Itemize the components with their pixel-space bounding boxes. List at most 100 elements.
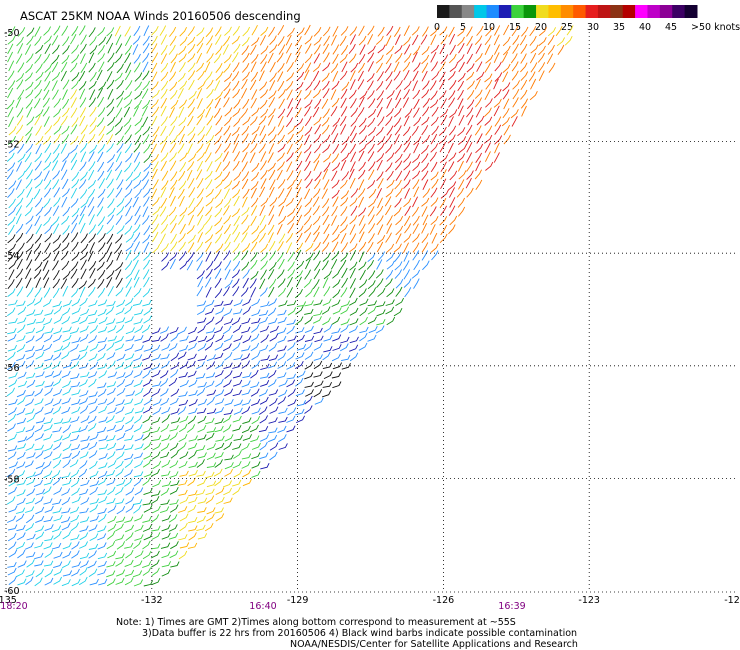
wind-barb — [97, 382, 107, 389]
wind-barb — [358, 25, 365, 37]
wind-barb — [98, 462, 108, 470]
wind-barb — [170, 179, 178, 190]
wind-barb — [332, 269, 341, 279]
wind-barb — [114, 161, 123, 172]
wind-barb — [25, 408, 35, 415]
wind-barb — [197, 276, 204, 288]
wind-barb — [386, 97, 393, 109]
wind-barb — [24, 506, 35, 513]
wind-barb — [44, 354, 54, 362]
wind-barb — [206, 43, 213, 54]
wind-barb — [7, 334, 17, 342]
wind-barb — [422, 260, 430, 271]
wind-barb — [332, 196, 339, 207]
wind-barb — [295, 186, 302, 198]
wind-barb — [133, 25, 141, 37]
wind-barb — [449, 44, 456, 56]
wind-barb — [251, 89, 258, 100]
wind-barb — [322, 168, 329, 180]
wind-barb — [88, 97, 97, 108]
wind-barb — [332, 224, 340, 235]
wind-barb — [88, 214, 95, 225]
wind-barb — [205, 251, 212, 262]
wind-barb — [124, 559, 134, 568]
wind-barb — [52, 453, 62, 461]
wind-barb — [214, 352, 224, 360]
wind-barb — [233, 171, 242, 181]
wind-barb — [286, 373, 297, 380]
wind-barb — [259, 214, 266, 226]
wind-barb — [34, 197, 43, 208]
wind-barb — [98, 435, 108, 442]
wind-barb — [62, 188, 70, 198]
wind-barb — [241, 45, 249, 56]
wind-barb — [106, 570, 116, 578]
wind-barb — [458, 105, 464, 117]
wind-barb — [97, 308, 107, 317]
wind-barb — [215, 361, 225, 369]
wind-barb — [43, 277, 50, 289]
wind-barb — [70, 514, 80, 523]
wind-barb — [79, 525, 89, 533]
wind-barb — [151, 62, 158, 74]
wind-barb — [79, 516, 90, 523]
scale-swatch — [461, 5, 475, 18]
wind-barb — [53, 305, 63, 315]
wind-barb — [134, 117, 143, 127]
wind-barb — [7, 135, 17, 145]
wind-barb — [215, 316, 224, 325]
wind-barb — [160, 105, 167, 117]
wind-barb — [17, 89, 25, 100]
wind-barb — [251, 53, 259, 64]
wind-barb — [132, 196, 139, 208]
wind-barb — [376, 309, 386, 317]
wind-barb — [79, 297, 88, 307]
wind-barb — [106, 225, 115, 235]
wind-barb — [17, 306, 27, 315]
wind-barb — [80, 53, 86, 64]
wind-barb — [214, 451, 224, 459]
wind-barb — [395, 278, 404, 289]
wind-barb — [249, 424, 259, 433]
wind-barb — [350, 98, 357, 109]
wind-barb — [251, 442, 261, 450]
wind-barb — [420, 144, 429, 155]
wind-barb — [213, 326, 224, 334]
wind-barb — [34, 287, 42, 298]
wind-barb — [215, 71, 224, 81]
wind-barb — [70, 416, 80, 423]
wind-barb — [439, 233, 448, 244]
wind-barb — [196, 197, 204, 208]
wind-barb — [196, 42, 204, 54]
wind-barb — [260, 301, 270, 308]
wind-barb — [133, 106, 140, 117]
wind-barb — [106, 214, 115, 225]
wind-barb — [196, 36, 205, 47]
wind-barb — [7, 307, 16, 317]
wind-barb — [188, 335, 198, 343]
scale-swatch — [647, 5, 661, 18]
wind-barb — [232, 251, 241, 261]
wind-barb — [295, 44, 303, 56]
wind-barb — [70, 97, 77, 108]
wind-barb — [241, 151, 248, 163]
wind-barb — [430, 171, 439, 181]
wind-barb — [530, 62, 538, 73]
wind-barb — [215, 435, 225, 442]
wind-barb — [53, 530, 62, 540]
wind-barb — [368, 98, 376, 109]
wind-barb — [413, 186, 420, 198]
wind-barb — [62, 206, 71, 217]
wind-barb — [124, 316, 134, 324]
wind-barb — [71, 171, 80, 182]
wind-barb — [303, 215, 312, 226]
wind-barb — [223, 223, 231, 235]
wind-barb — [107, 523, 117, 532]
wind-barb — [205, 471, 215, 479]
wind-barb — [179, 195, 185, 207]
wind-barb — [421, 206, 428, 217]
wind-barb — [413, 107, 420, 118]
wind-barb — [447, 134, 456, 144]
wind-barb — [44, 381, 54, 388]
wind-barb — [529, 90, 538, 101]
